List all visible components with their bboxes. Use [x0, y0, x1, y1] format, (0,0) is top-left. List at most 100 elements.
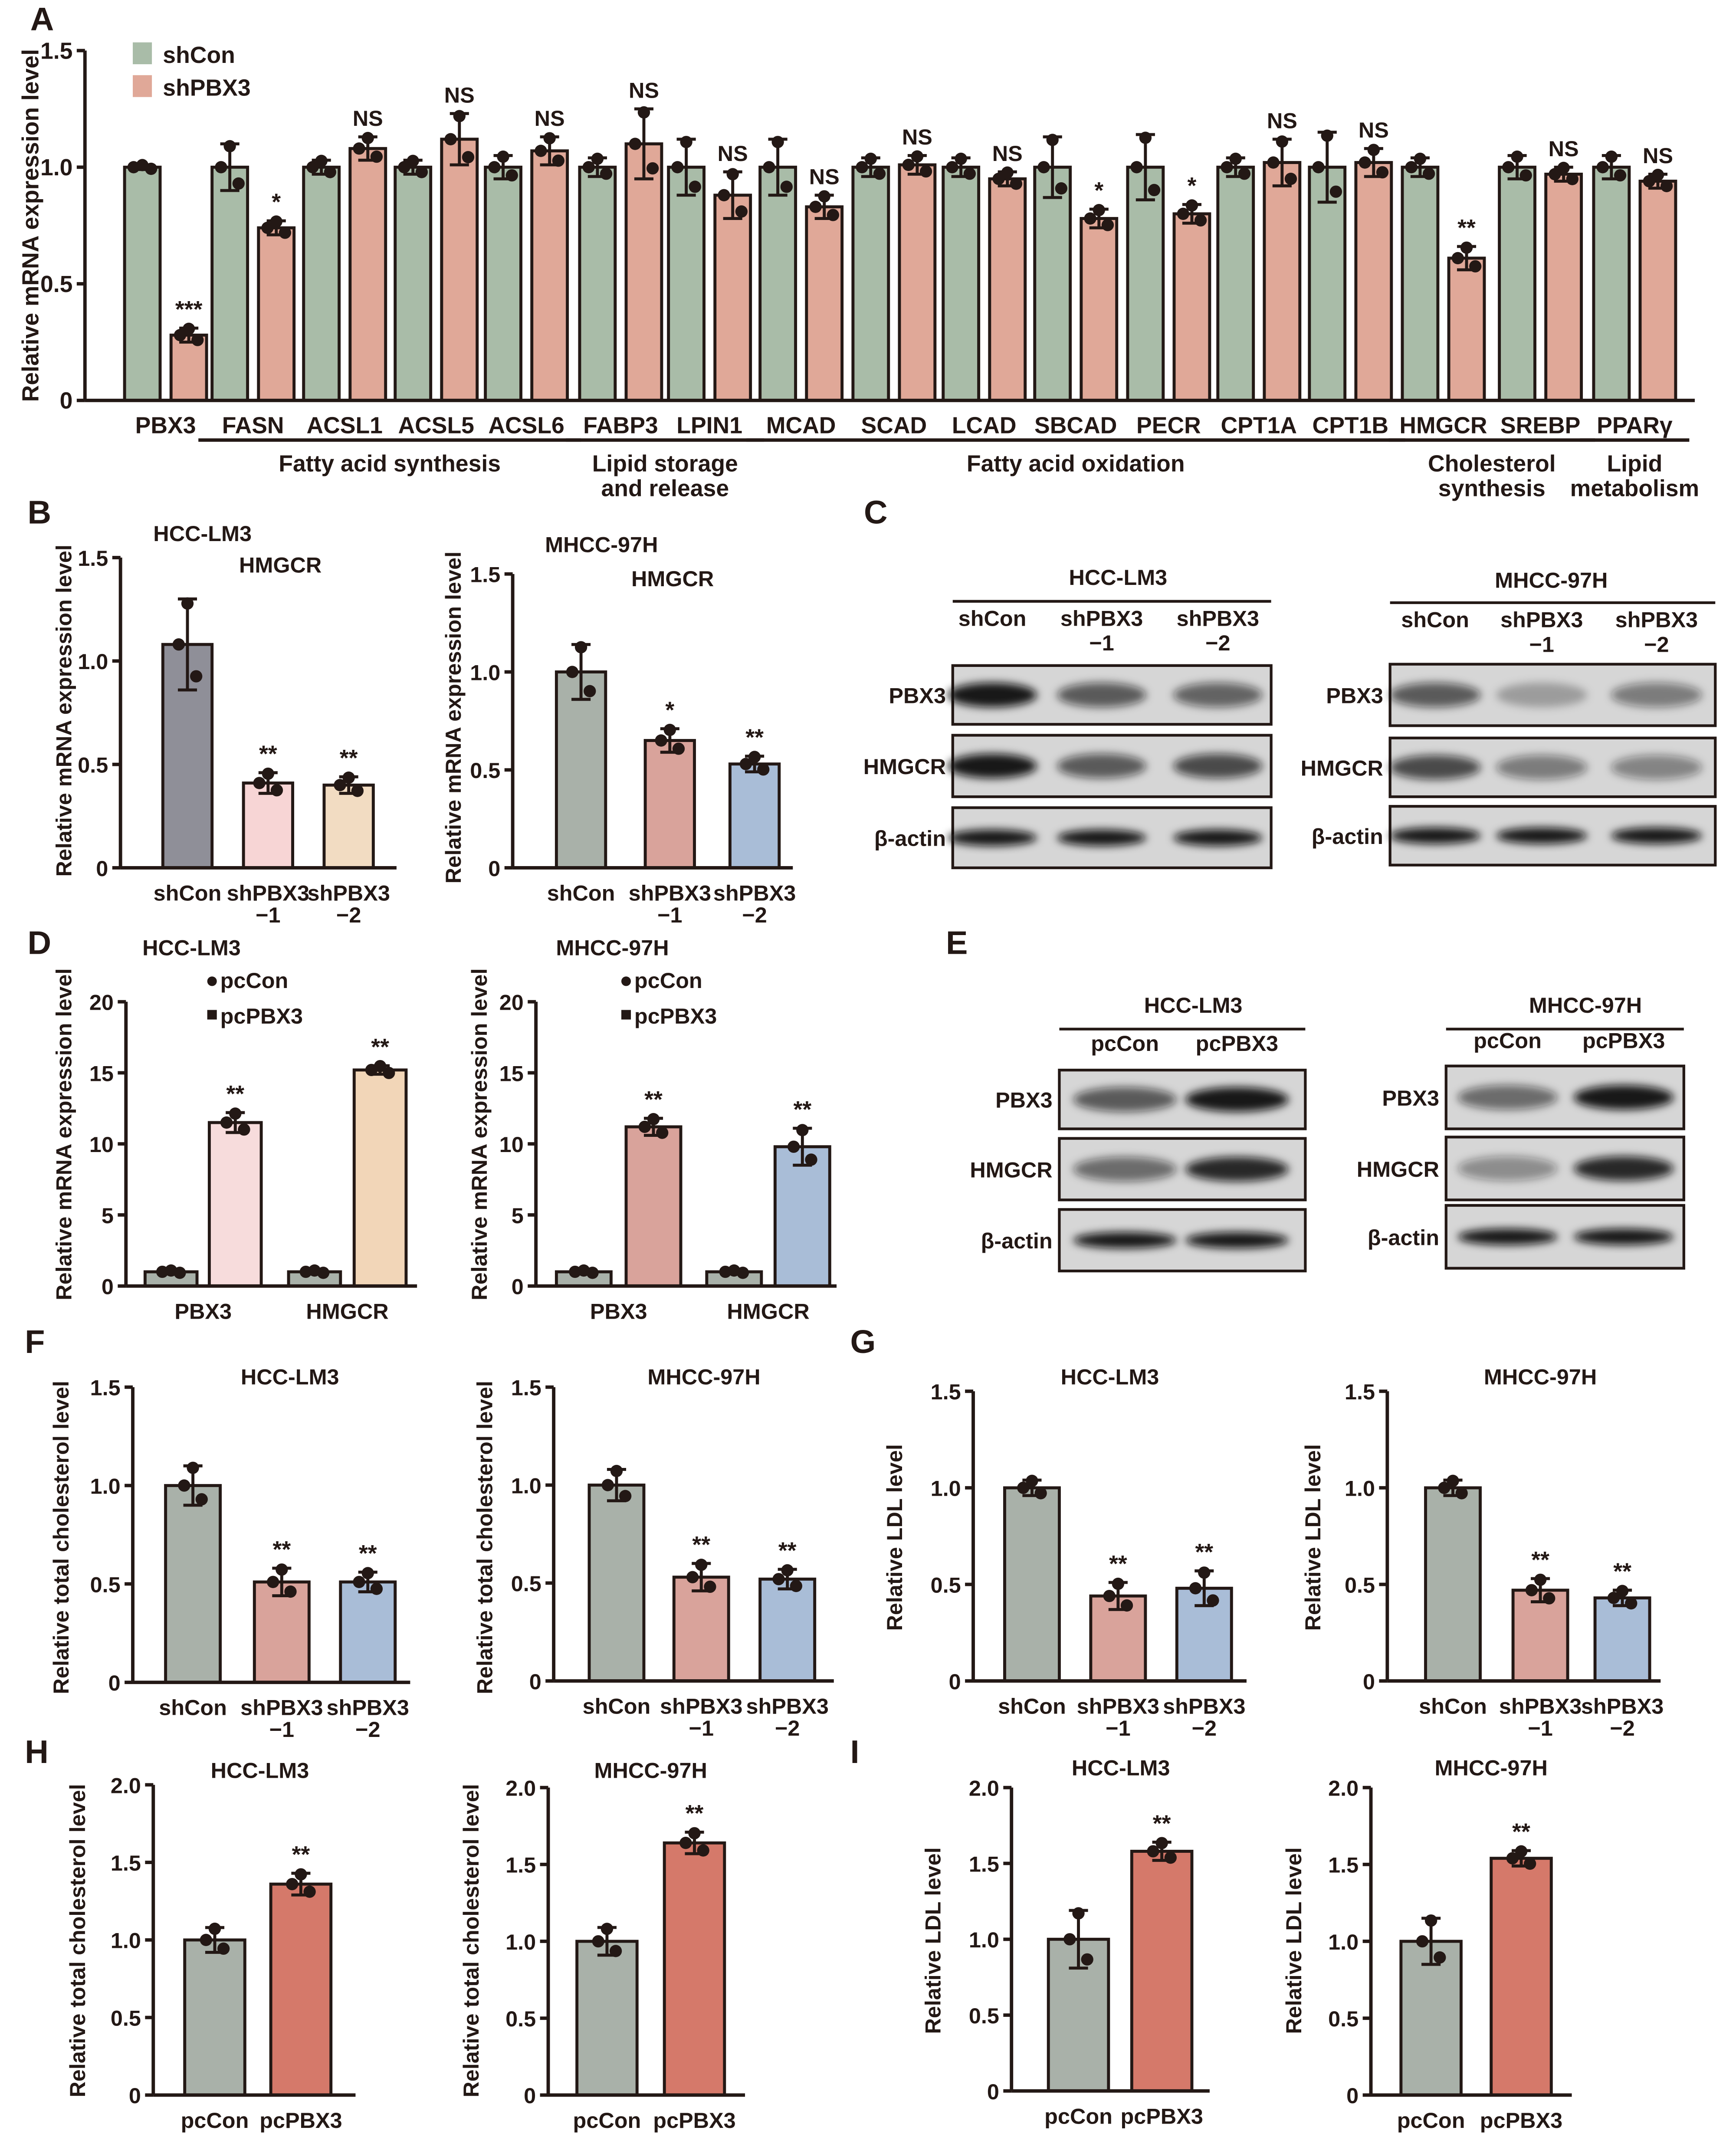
data-point — [1312, 161, 1325, 174]
x-tick-label: shCon — [154, 881, 222, 906]
bar — [348, 147, 387, 402]
data-point — [688, 1827, 701, 1840]
protein-band — [1057, 683, 1146, 707]
data-point — [370, 150, 383, 163]
y-tick-label: 0.5 — [90, 1572, 121, 1597]
blot-row-label: PBX3 — [1326, 683, 1383, 708]
data-point — [963, 167, 976, 180]
data-point — [704, 1580, 716, 1593]
data-point — [638, 1120, 651, 1133]
bar — [484, 165, 522, 402]
data-point — [809, 200, 822, 213]
y-tick-label: 0 — [102, 1274, 114, 1299]
y-tick-label: 0.5 — [78, 753, 108, 778]
y-tick-label: 1.5 — [111, 1851, 141, 1875]
bar — [643, 739, 696, 870]
data-point — [805, 1153, 817, 1166]
data-point — [215, 161, 227, 174]
data-point — [238, 1123, 250, 1136]
group-label: Fatty acid synthesis — [279, 451, 501, 477]
data-point — [1112, 1577, 1125, 1590]
data-point — [270, 784, 283, 797]
bar — [1033, 165, 1072, 402]
data-point — [1017, 1481, 1030, 1494]
blot-row-label: PBX3 — [995, 1088, 1053, 1113]
data-point — [1607, 1592, 1620, 1604]
data-point — [591, 152, 604, 165]
bar — [663, 1841, 726, 2097]
data-point — [1523, 1857, 1536, 1870]
data-point — [1460, 241, 1473, 254]
protein-band — [1173, 829, 1263, 846]
y-tick-label: 1.0 — [40, 155, 72, 181]
data-point — [208, 1922, 221, 1935]
y-tick-label: 0 — [1363, 1669, 1375, 1694]
bar — [302, 165, 341, 402]
data-point — [772, 1573, 785, 1586]
data-point — [1155, 1837, 1168, 1849]
y-tick-label: 0.5 — [40, 272, 72, 297]
protein-band — [1496, 755, 1588, 780]
lane-label: pcPBX3 — [1582, 1028, 1665, 1053]
bar — [394, 165, 433, 402]
y-axis-label: Relative mRNA expression level — [441, 552, 466, 883]
y-tick-label: 1.0 — [1345, 1476, 1375, 1501]
y-tick-label: 5 — [102, 1203, 114, 1228]
y-tick-label: 1.5 — [90, 1376, 121, 1400]
bar — [713, 194, 752, 402]
data-point — [735, 205, 748, 218]
x-tick-label: pcPBX3 — [1480, 2108, 1562, 2133]
data-point — [902, 158, 915, 171]
data-point — [535, 144, 547, 157]
lane-label: shPBX3 — [1177, 606, 1259, 631]
x-tick-label: −1 — [256, 903, 280, 927]
y-tick-label: 0 — [129, 2083, 141, 2108]
data-point — [232, 177, 245, 190]
bar — [1172, 212, 1211, 402]
chart-D-3: ** ** 0 5 10 15 20 PBX3 HMGCR Relative mRNA expre… — [51, 936, 417, 1323]
data-point — [1434, 1951, 1446, 1964]
bar — [1080, 217, 1119, 402]
protein-band — [1574, 1085, 1674, 1110]
panel-label-B: B — [28, 494, 52, 531]
x-tick-label: pcCon — [1044, 2104, 1112, 2128]
data-point — [695, 1559, 708, 1571]
x-tick-label: pcPBX3 — [653, 2108, 735, 2133]
data-point — [361, 1567, 374, 1579]
significance-label: * — [1094, 178, 1103, 204]
y-tick-label: 1.0 — [1328, 1930, 1359, 1954]
lane-label: −2 — [1205, 630, 1230, 655]
bar — [1216, 165, 1255, 402]
y-tick-label: 0 — [108, 1671, 121, 1695]
bar — [1263, 161, 1302, 402]
bar — [805, 205, 844, 402]
group-label: Lipid storage — [592, 451, 738, 477]
x-tick-label: PBX3 — [174, 1299, 232, 1323]
y-tick-label: 5 — [512, 1203, 524, 1228]
lane-label: shPBX3 — [1615, 607, 1698, 632]
data-point — [181, 597, 194, 610]
protein-band — [1389, 755, 1481, 780]
data-point — [1267, 156, 1280, 169]
data-point — [864, 152, 877, 165]
bar — [1401, 165, 1440, 402]
data-point — [174, 329, 187, 341]
x-tick-label: HMGCR — [306, 1299, 388, 1323]
chart-I-12: ** 0 0.5 1.0 1.5 2.0 pcCon pcPBX3 Relative LDL l… — [1281, 1755, 1572, 2133]
data-point — [647, 1113, 660, 1126]
x-tick-label: shPBX3 — [713, 881, 796, 906]
data-point — [1207, 1594, 1219, 1607]
y-tick-label: 1.0 — [470, 660, 500, 685]
group-label: Lipid — [1607, 451, 1662, 477]
protein-band — [1496, 827, 1588, 844]
bar — [339, 1580, 397, 1684]
data-point — [757, 763, 770, 776]
data-point — [619, 1490, 632, 1503]
protein-band — [1611, 683, 1702, 707]
x-tick-label: shPBX3 — [1077, 1694, 1159, 1719]
legend-marker-circle — [207, 976, 217, 986]
protein-band — [1073, 1157, 1177, 1182]
